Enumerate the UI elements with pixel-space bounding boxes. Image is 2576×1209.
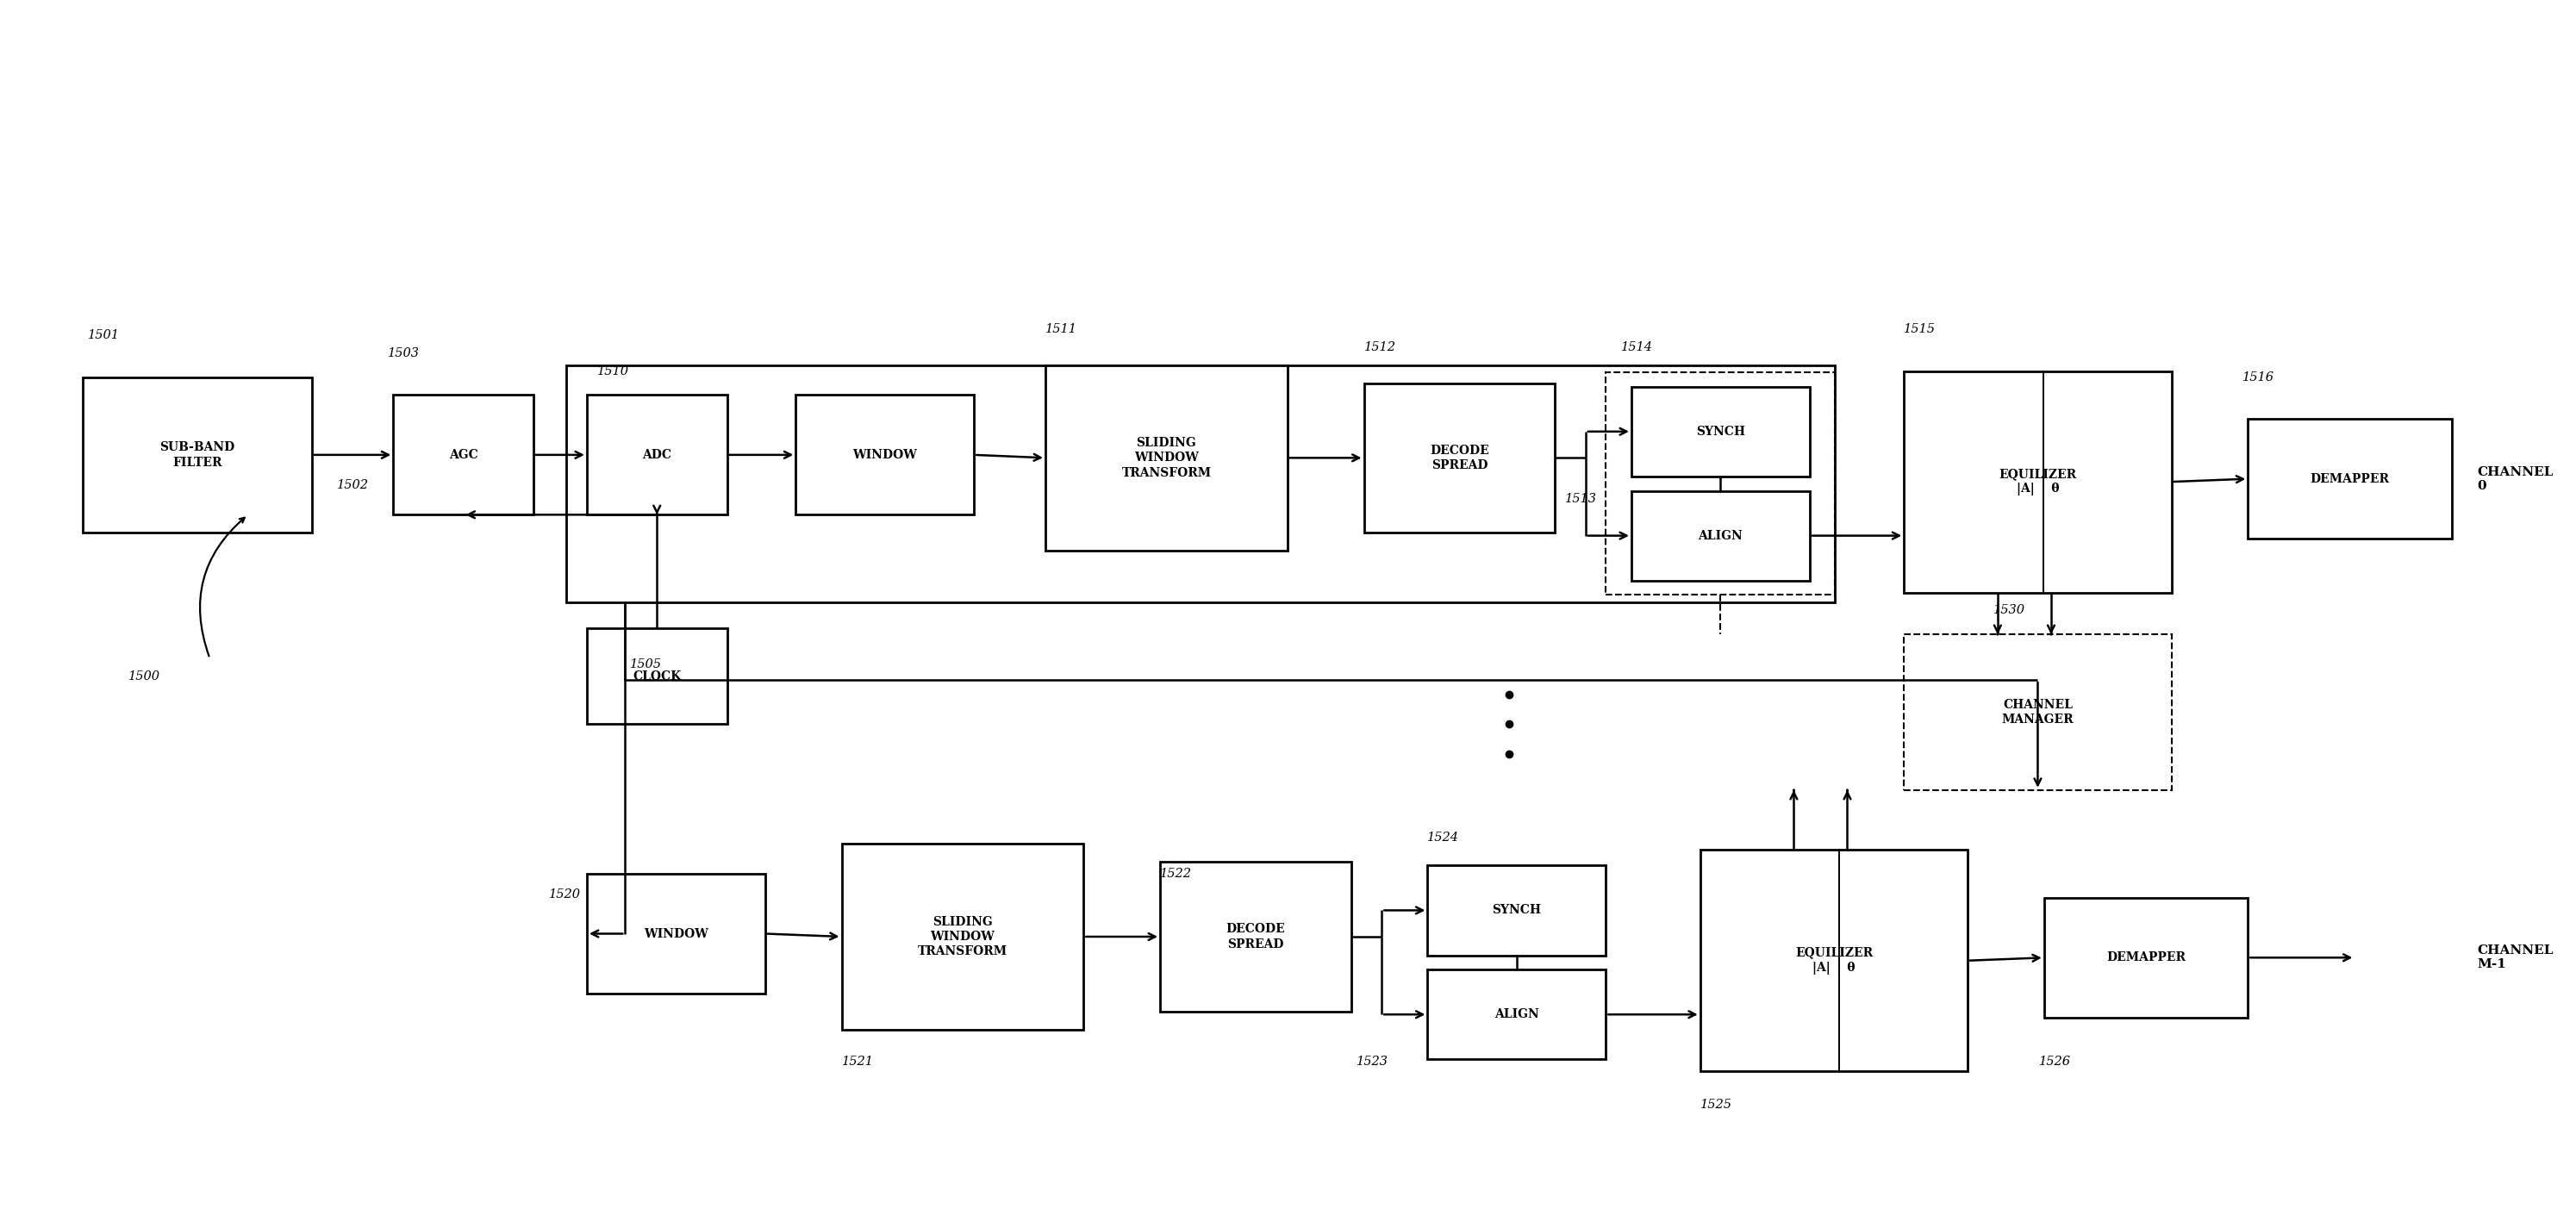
Text: 1525: 1525 [1700,1099,1731,1111]
Bar [2249,420,2452,539]
Bar [842,844,1084,1029]
Text: ALIGN: ALIGN [1494,1008,1538,1020]
Bar [1427,866,1605,955]
Text: WINDOW: WINDOW [853,449,917,461]
Text: 1501: 1501 [88,329,118,341]
Text: DEMAPPER: DEMAPPER [2107,951,2184,964]
Text: SLIDING
WINDOW
TRANSFORM: SLIDING WINDOW TRANSFORM [1121,436,1211,479]
Text: 1503: 1503 [389,347,420,359]
Text: ADC: ADC [641,449,672,461]
Bar [394,395,533,515]
Text: SYNCH: SYNCH [1695,426,1744,438]
Bar [1605,372,1834,595]
Text: CLOCK: CLOCK [634,670,680,682]
Bar [1904,635,2172,789]
Bar [587,395,726,515]
Bar [2045,898,2249,1018]
Text: SLIDING
WINDOW
TRANSFORM: SLIDING WINDOW TRANSFORM [917,915,1007,958]
Text: 1512: 1512 [1363,341,1396,353]
Bar [1159,862,1352,1012]
Text: CHANNEL
0: CHANNEL 0 [2478,465,2553,492]
Text: 1523: 1523 [1355,1055,1388,1068]
Text: 1530: 1530 [1994,604,2025,617]
Text: WINDOW: WINDOW [644,927,708,939]
Bar [587,629,726,724]
Text: ALIGN: ALIGN [1698,530,1744,542]
Text: DECODE
SPREAD: DECODE SPREAD [1430,445,1489,472]
Text: CHANNEL
MANAGER: CHANNEL MANAGER [2002,699,2074,725]
Text: DECODE
SPREAD: DECODE SPREAD [1226,924,1285,950]
Text: 1526: 1526 [2040,1055,2071,1068]
Text: 1522: 1522 [1159,868,1193,880]
Text: 1511: 1511 [1046,323,1077,335]
Text: EQUILIZER
|A|    θ: EQUILIZER |A| θ [1999,468,2076,496]
Bar [796,395,974,515]
Text: 1514: 1514 [1620,341,1654,353]
Bar [1631,491,1811,580]
Bar [1427,970,1605,1059]
Bar [1046,365,1288,550]
Text: 1513: 1513 [1566,493,1597,505]
Text: 1502: 1502 [337,479,368,491]
Text: 1515: 1515 [1904,323,1937,335]
Text: 1520: 1520 [549,889,580,901]
Text: SUB-BAND
FILTER: SUB-BAND FILTER [160,441,234,468]
Bar [567,365,1834,602]
Text: 1500: 1500 [129,670,160,682]
Text: 1510: 1510 [598,365,629,377]
Bar [587,874,765,994]
Text: 1521: 1521 [842,1055,873,1068]
Text: 1505: 1505 [631,659,662,670]
Text: 1516: 1516 [2244,371,2275,383]
Text: DEMAPPER: DEMAPPER [2311,473,2391,485]
Bar [82,377,312,533]
Bar [1904,371,2172,592]
Bar [1700,850,1968,1071]
Text: AGC: AGC [448,449,477,461]
Text: 1524: 1524 [1427,832,1461,844]
Bar [1631,387,1811,476]
Text: EQUILIZER
|A|    θ: EQUILIZER |A| θ [1795,947,1873,974]
Text: SYNCH: SYNCH [1492,904,1540,916]
Text: CHANNEL
M-1: CHANNEL M-1 [2478,944,2553,971]
Bar [1363,383,1556,533]
